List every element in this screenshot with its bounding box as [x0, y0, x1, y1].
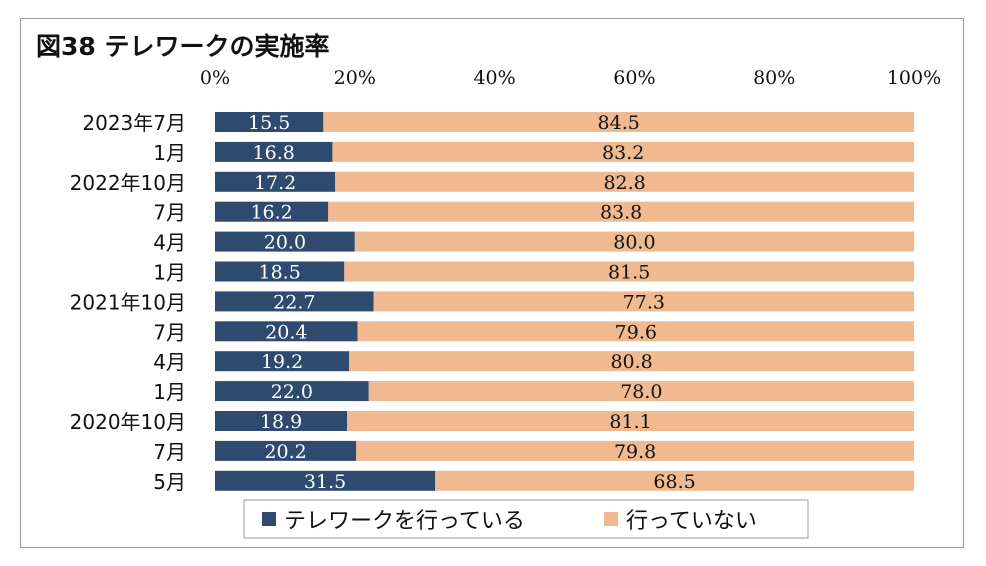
bar-segment-teleworking — [215, 321, 358, 342]
data-label-not-teleworking: 81.1 — [609, 411, 651, 433]
legend-box — [243, 499, 809, 539]
bar-segment-teleworking — [215, 231, 355, 252]
category-label: 2020年10月 — [70, 410, 186, 434]
data-label-teleworking: 20.2 — [264, 441, 306, 463]
bar-segment-teleworking — [215, 411, 348, 431]
bar-segment-not-teleworking — [335, 171, 914, 192]
x-tick-label: 40% — [473, 67, 515, 89]
category-label: 7月 — [153, 320, 186, 344]
data-label-teleworking: 18.5 — [259, 262, 301, 284]
bar-segment-not-teleworking — [349, 351, 914, 372]
category-label: 1月 — [153, 261, 186, 285]
category-label: 7月 — [153, 201, 186, 225]
category-label: 2022年10月 — [70, 171, 186, 195]
bar-segment-teleworking — [215, 440, 357, 461]
data-label-not-teleworking: 68.5 — [653, 471, 695, 493]
legend-swatch-not-teleworking — [604, 512, 618, 526]
bar-segment-not-teleworking — [344, 261, 914, 282]
legend-swatch-teleworking — [262, 512, 276, 526]
data-label-teleworking: 16.8 — [253, 142, 295, 164]
bar-segment-not-teleworking — [435, 470, 914, 491]
data-label-teleworking: 17.2 — [254, 172, 296, 194]
bar-segment-teleworking — [215, 381, 369, 402]
category-label: 4月 — [153, 231, 186, 255]
bar-segment-teleworking — [215, 112, 324, 132]
category-label: 2021年10月 — [70, 290, 186, 314]
data-label-not-teleworking: 78.0 — [620, 381, 662, 403]
legend: テレワークを行っている 行っていない — [243, 499, 809, 539]
data-label-not-teleworking: 83.2 — [602, 142, 644, 164]
bar-segment-teleworking — [215, 171, 336, 192]
bar-segment-teleworking — [215, 351, 350, 372]
bar-segment-teleworking — [215, 141, 333, 162]
data-label-teleworking: 22.7 — [273, 291, 315, 313]
legend-label-not-teleworking: 行っていない — [626, 509, 757, 534]
data-label-not-teleworking: 79.6 — [615, 321, 657, 343]
category-label: 7月 — [153, 440, 186, 464]
data-label-teleworking: 19.2 — [261, 351, 303, 373]
legend-label-teleworking: テレワークを行っている — [284, 509, 525, 534]
category-labels: 2023年7月 1月 2022年10月 7月 4月 1月 2021年10月 7月 4月 1月 202… — [70, 111, 186, 494]
data-label-not-teleworking: 77.3 — [623, 291, 665, 313]
x-tick-label: 0% — [200, 67, 230, 89]
data-label-teleworking: 18.9 — [260, 411, 302, 433]
x-tick-label: 20% — [334, 67, 376, 89]
category-label: 5月 — [153, 470, 186, 494]
category-label: 1月 — [153, 141, 186, 165]
data-label-not-teleworking: 80.0 — [613, 232, 655, 254]
x-axis-ticks: 0% 20% 40% 60% 80% 100% — [200, 67, 941, 89]
bar-segment-not-teleworking — [354, 231, 914, 252]
data-label-teleworking: 16.2 — [250, 202, 292, 224]
bar-segment-not-teleworking — [357, 321, 914, 342]
data-label-not-teleworking: 80.8 — [610, 351, 652, 373]
category-label: 1月 — [153, 380, 186, 404]
bar-segment-not-teleworking — [347, 411, 915, 431]
bars-group: 15.5 84.5 16.8 83.2 17.2 82.8 16.2 83.8 20.0 80.0… — [215, 112, 915, 493]
bar-segment-not-teleworking — [332, 141, 914, 162]
data-label-not-teleworking: 83.8 — [600, 202, 642, 224]
bar-segment-teleworking — [215, 261, 345, 282]
data-label-not-teleworking: 79.8 — [614, 441, 656, 463]
bar-segment-teleworking — [215, 201, 329, 222]
data-label-not-teleworking: 84.5 — [598, 112, 640, 134]
category-label: 2023年7月 — [82, 111, 186, 135]
data-label-not-teleworking: 82.8 — [603, 172, 645, 194]
data-label-teleworking: 20.4 — [265, 321, 307, 343]
chart-title: 図38 テレワークの実施率 — [36, 32, 330, 61]
x-tick-label: 100% — [887, 67, 941, 89]
category-label: 4月 — [153, 350, 186, 374]
bar-segment-teleworking — [215, 470, 436, 491]
bar-segment-not-teleworking — [368, 381, 914, 402]
data-label-teleworking: 22.0 — [271, 381, 313, 403]
bar-segment-not-teleworking — [323, 112, 915, 132]
data-label-teleworking: 15.5 — [248, 112, 290, 134]
data-label-teleworking: 31.5 — [304, 471, 346, 493]
bar-segment-teleworking — [215, 291, 374, 312]
data-label-teleworking: 20.0 — [264, 232, 306, 254]
bar-segment-not-teleworking — [373, 291, 915, 312]
x-tick-label: 60% — [613, 67, 655, 89]
data-label-not-teleworking: 81.5 — [608, 262, 650, 284]
bar-segment-not-teleworking — [328, 201, 914, 222]
bar-segment-not-teleworking — [356, 440, 914, 461]
x-tick-label: 80% — [753, 67, 795, 89]
